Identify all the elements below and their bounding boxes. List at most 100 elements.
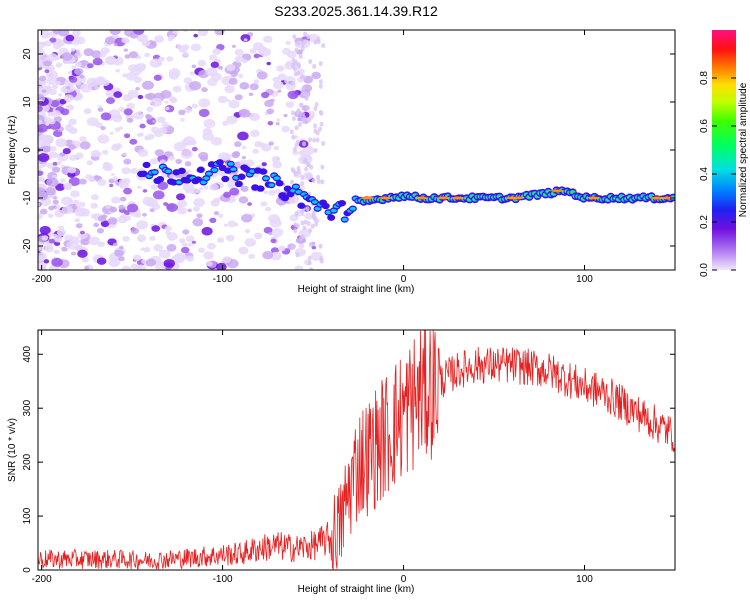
spectrogram-speckle: [110, 173, 115, 177]
spectrogram-speckle: [272, 80, 284, 90]
ridge-blob: [314, 206, 321, 211]
spectrogram-speckle: [55, 138, 67, 148]
spectrogram-speckle: [264, 99, 274, 108]
spectrogram-speckle: [278, 245, 286, 252]
spectrogram-speckle: [263, 226, 273, 234]
spectrogram-speckle: [76, 49, 81, 53]
spectrogram-speckle: [292, 146, 297, 152]
spectrogram-speckle: [311, 245, 317, 250]
spectrogram-speckle: [38, 165, 42, 171]
spectrogram-speckle: [46, 70, 59, 80]
ridge-peak: [436, 196, 451, 200]
spectrogram-speckle: [96, 257, 107, 265]
spectrogram-speckle: [51, 84, 59, 90]
spectrogram-speckle: [237, 131, 249, 141]
spectrogram-speckle: [212, 48, 222, 55]
ridge-blob: [268, 183, 275, 187]
spectrogram-speckle: [218, 213, 224, 218]
spectrogram-speckle: [74, 208, 86, 217]
spectrogram-speckle: [137, 185, 142, 190]
spectrogram-speckle: [249, 48, 257, 54]
snr-y-label: SNR (10 * v/v): [7, 418, 18, 482]
spectrogram-speckle: [210, 136, 223, 146]
spectrogram-speckle: [249, 83, 259, 91]
spectrogram-speckle: [293, 222, 298, 228]
spectrogram-speckle: [312, 137, 317, 143]
spectrogram-speckle: [181, 242, 188, 247]
snr-x-axis: -200 -100 0 100: [32, 330, 593, 585]
spectrogram-speckle: [119, 196, 127, 202]
spectrogram-speckle: [222, 256, 232, 264]
spectrogram-speckle: [276, 65, 285, 72]
ridge-blob: [338, 199, 347, 207]
spectrogram-speckle: [60, 108, 70, 116]
spectrogram-speckle: [145, 258, 157, 267]
spectrogram-speckle: [163, 258, 175, 268]
spectrogram-speckle: [229, 187, 240, 196]
spectrogram-speckle: [304, 212, 314, 220]
ridge-peak: [414, 196, 429, 200]
spectrogram-speckle: [126, 203, 139, 213]
colorbar-label: Normalized spectral amplitude: [738, 82, 749, 217]
spectrogram-speckle: [112, 242, 118, 247]
spectrogram-speckle: [271, 228, 284, 237]
spectrogram-speckle: [108, 178, 115, 184]
snr-y-axis: 0 100 200 300 400: [22, 345, 675, 573]
spectrogram-speckle: [201, 226, 213, 236]
spectrogram-speckle: [122, 73, 128, 78]
spectrogram-speckle: [145, 114, 151, 119]
spectrogram-speckle: [90, 213, 98, 219]
spectrogram-speckle: [213, 197, 220, 203]
spectrogram-speckle: [146, 106, 154, 112]
spectrogram-speckle: [291, 115, 296, 121]
spectrogram-speckle: [215, 262, 227, 270]
spectrogram-speckle: [38, 105, 43, 113]
spectrogram-speckle: [144, 52, 151, 58]
spectrogram-speckle: [56, 228, 67, 237]
spectrogram-speckle: [292, 34, 297, 40]
spectrogram-speckle: [136, 133, 143, 138]
spectrogram-speckle: [86, 77, 99, 87]
spectrogram-speckle: [275, 189, 282, 194]
spectrogram-speckle: [38, 176, 45, 182]
spectrogram-speckle: [301, 118, 306, 124]
spectrogram-speckle: [79, 141, 91, 150]
spectrogram-speckle: [308, 59, 313, 65]
spectrogram-speckle: [108, 257, 121, 268]
spectrogram-speckle: [38, 170, 44, 176]
spectrogram-speckle: [316, 174, 321, 180]
spectrogram-speckle: [244, 237, 257, 247]
spectrogram-speckle: [107, 217, 118, 225]
spectrogram-speckle: [291, 134, 296, 140]
y-tick-label: 100: [22, 507, 33, 524]
spectrogram-speckle: [294, 142, 299, 148]
spectrogram-speckle: [49, 146, 57, 152]
spectrogram-speckle: [168, 155, 176, 161]
ridge-blob: [215, 159, 224, 166]
spectrogram-speckle: [90, 194, 99, 201]
ridge-blob: [321, 202, 330, 210]
spectrogram-speckle: [192, 206, 200, 212]
spectrogram-speckle: [144, 93, 152, 100]
spectrogram-speckle: [153, 74, 162, 81]
spectrogram-speckle: [113, 43, 118, 47]
spectrogram-speckle: [191, 64, 197, 69]
spectrogram-speckle: [300, 111, 305, 117]
spectrogram-speckle: [66, 123, 72, 128]
spectrogram-speckle: [299, 102, 304, 108]
spectrogram-speckle: [293, 228, 298, 234]
spectrogram-speckle: [226, 115, 238, 125]
spectrogram-speckle: [157, 116, 166, 124]
spectrogram-speckle: [313, 147, 318, 153]
spectrogram-speckle: [296, 165, 301, 171]
spectrogram-speckle: [216, 237, 225, 243]
spectrogram-speckle: [297, 122, 302, 128]
spectrogram-speckle: [183, 136, 196, 146]
spectrogram-speckle: [178, 238, 186, 244]
spectrogram-speckle: [217, 65, 224, 70]
spectrogram-speckle: [309, 267, 314, 270]
spectrogram-speckle: [105, 97, 115, 105]
spectrogram-speckle: [97, 134, 110, 144]
x-tick-label: 100: [576, 274, 593, 285]
spectrogram-speckle: [109, 131, 114, 135]
